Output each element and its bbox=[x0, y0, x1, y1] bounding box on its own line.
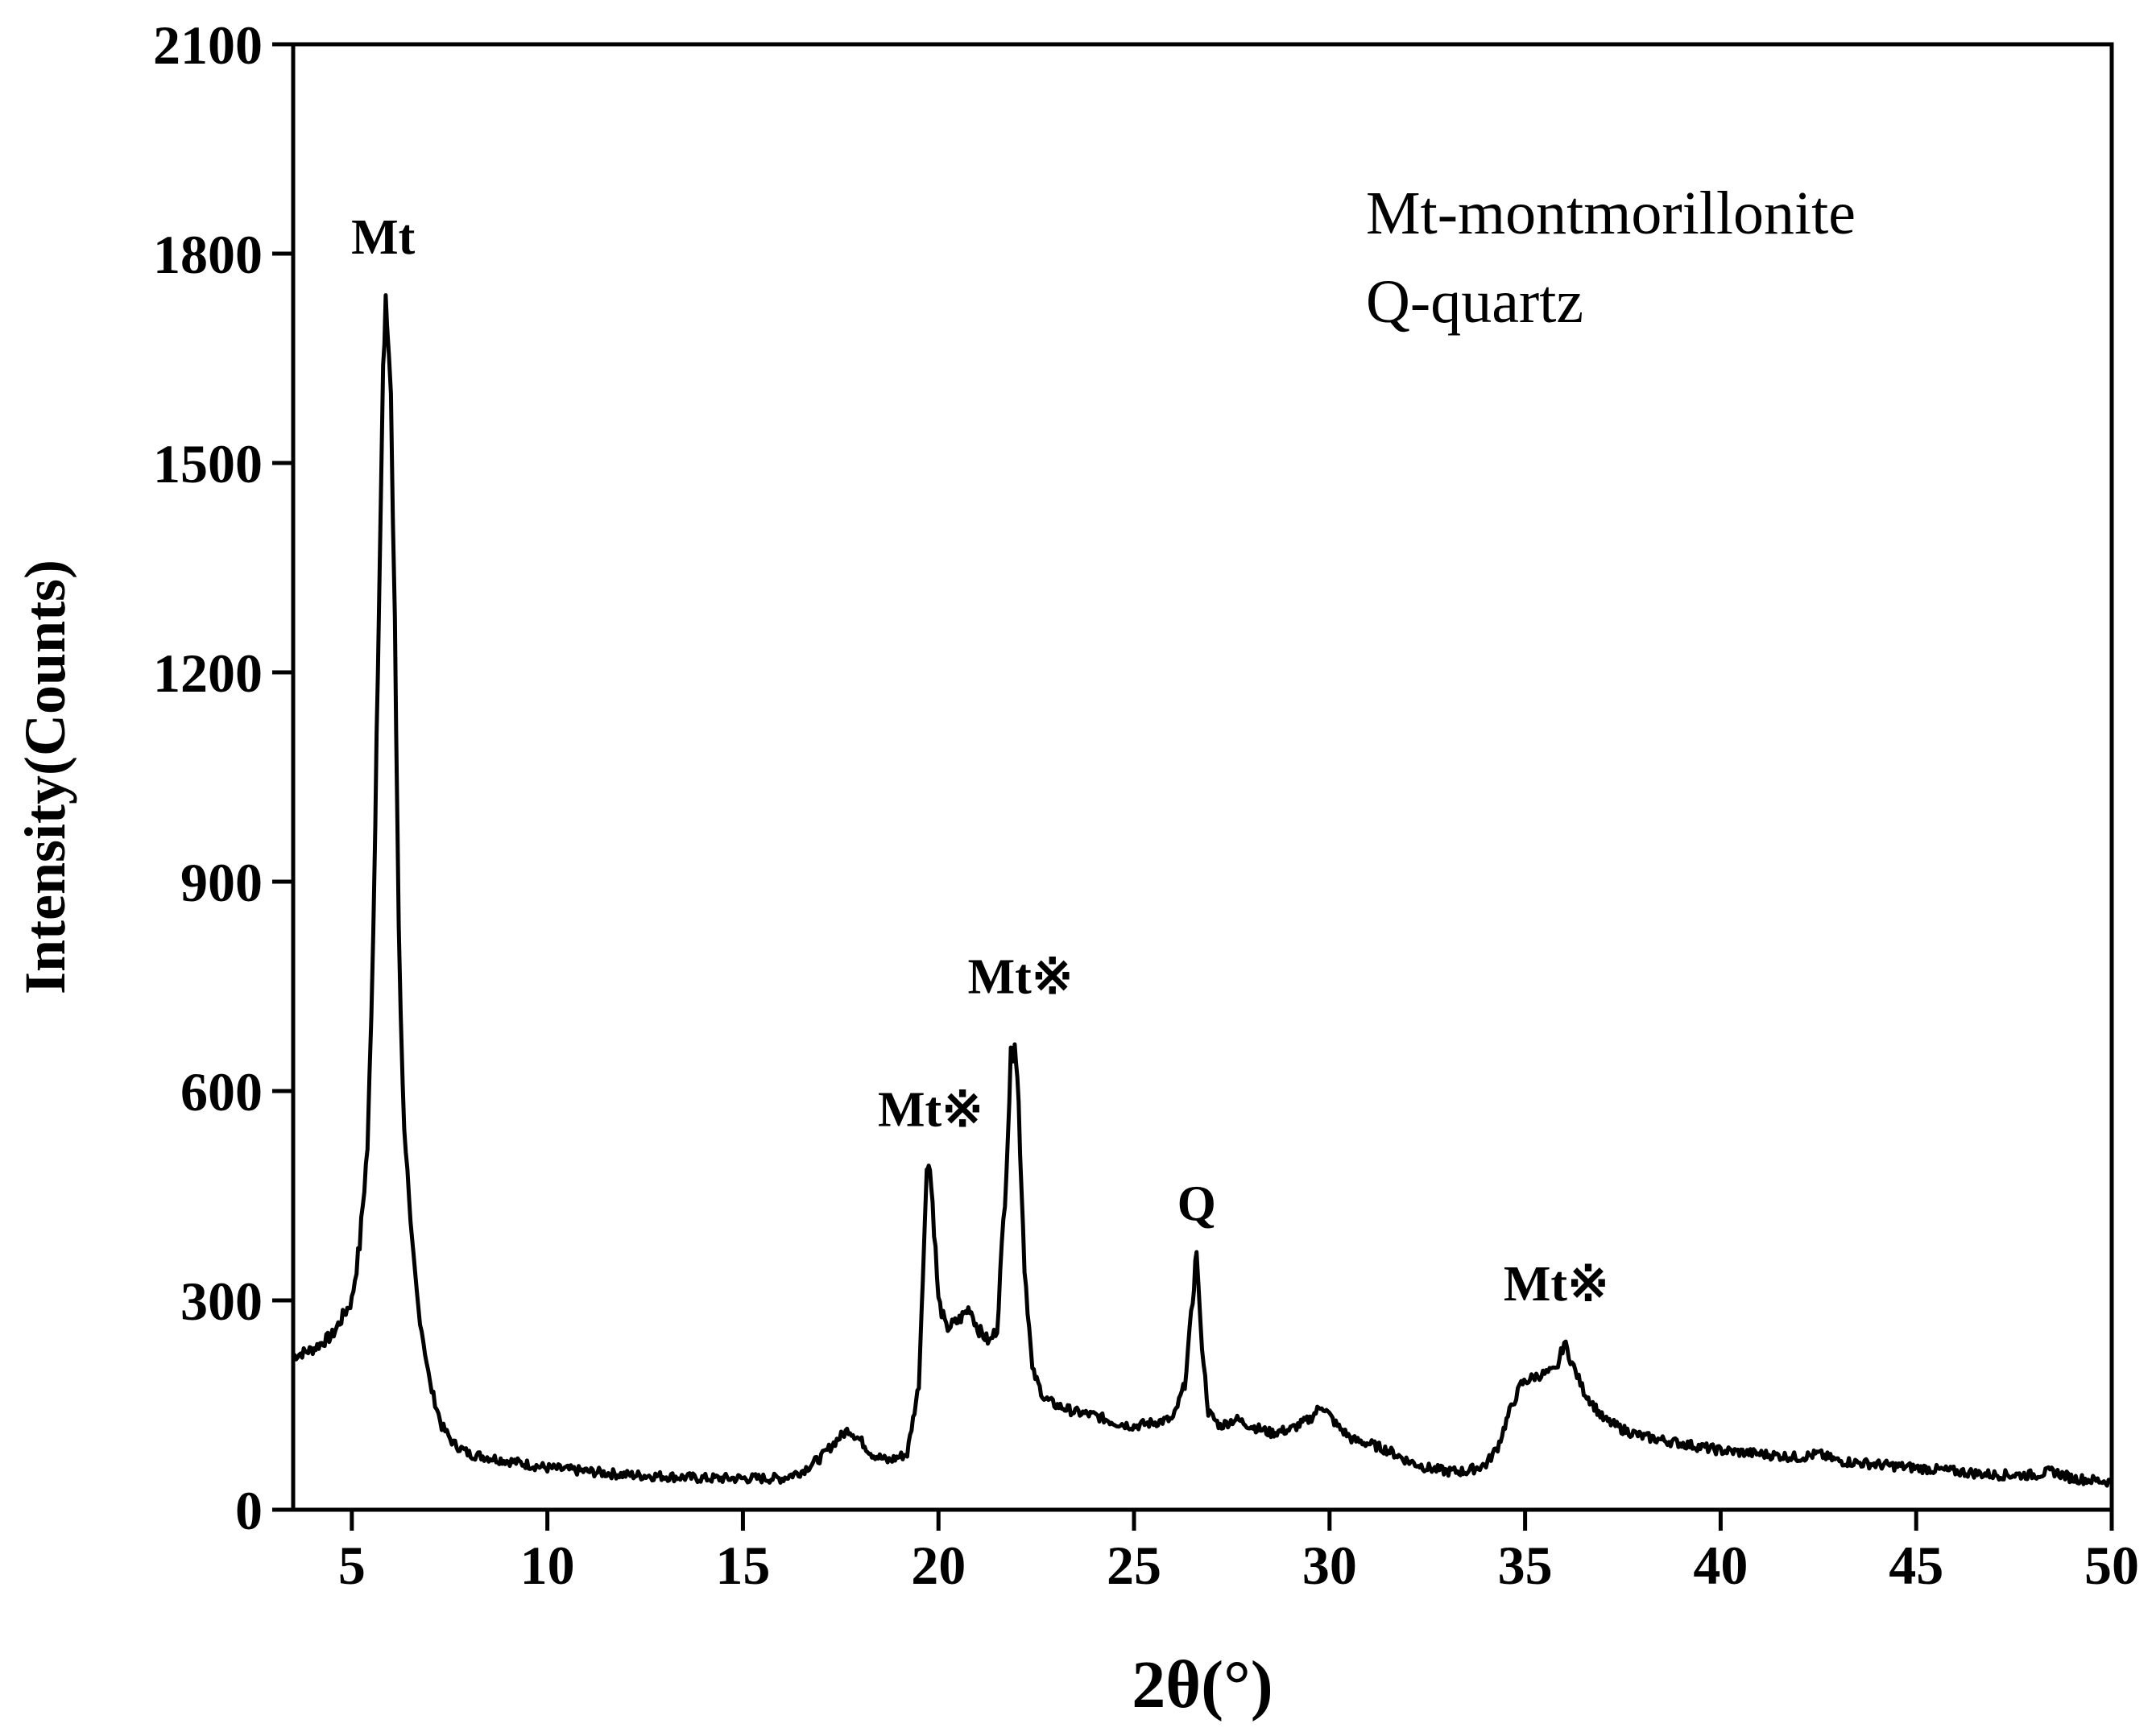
peak-label: Mt bbox=[351, 210, 416, 265]
x-tick-label: 30 bbox=[1302, 1535, 1357, 1596]
y-tick-label: 300 bbox=[180, 1271, 263, 1332]
peak-label: Mt※ bbox=[878, 1082, 983, 1137]
x-tick-label: 50 bbox=[2084, 1535, 2139, 1596]
peak-label: Mt※ bbox=[968, 950, 1074, 1005]
peak-label: Q bbox=[1177, 1176, 1216, 1231]
x-tick-label: 20 bbox=[911, 1535, 966, 1596]
legend-line-1: Mt-montmorillonite bbox=[1366, 180, 1856, 247]
x-axis-title: 2θ(°) bbox=[1132, 1647, 1273, 1722]
x-tick-label: 40 bbox=[1693, 1535, 1748, 1596]
x-tick-label: 35 bbox=[1498, 1535, 1553, 1596]
y-tick-label: 2100 bbox=[153, 14, 263, 76]
legend-line-2: Q-quartz bbox=[1366, 268, 1583, 336]
peak-label: Mt※ bbox=[1504, 1257, 1609, 1312]
x-axis-ticks: 5 10 15 20 25 30 35 40 45 50 bbox=[338, 1510, 2139, 1596]
y-tick-label: 1500 bbox=[153, 433, 263, 494]
x-tick-label: 5 bbox=[338, 1535, 366, 1596]
peak-annotations: Mt Mt※ Mt※ Q Mt※ bbox=[351, 210, 1609, 1312]
x-tick-label: 25 bbox=[1107, 1535, 1161, 1596]
x-tick-label: 10 bbox=[520, 1535, 575, 1596]
y-tick-label: 0 bbox=[235, 1480, 263, 1541]
y-tick-label: 900 bbox=[180, 852, 263, 913]
xrd-pattern-line bbox=[292, 293, 2114, 1488]
y-tick-label: 1800 bbox=[153, 224, 263, 285]
y-tick-label: 1200 bbox=[153, 643, 263, 704]
plot-frame bbox=[291, 42, 2114, 1512]
y-tick-label: 600 bbox=[180, 1061, 263, 1122]
y-axis-title: Intensity(Counts) bbox=[13, 560, 77, 994]
x-tick-label: 45 bbox=[1889, 1535, 1943, 1596]
x-tick-label: 15 bbox=[715, 1535, 770, 1596]
y-axis-ticks: 0 300 600 900 1200 1500 1800 2100 bbox=[153, 14, 293, 1541]
